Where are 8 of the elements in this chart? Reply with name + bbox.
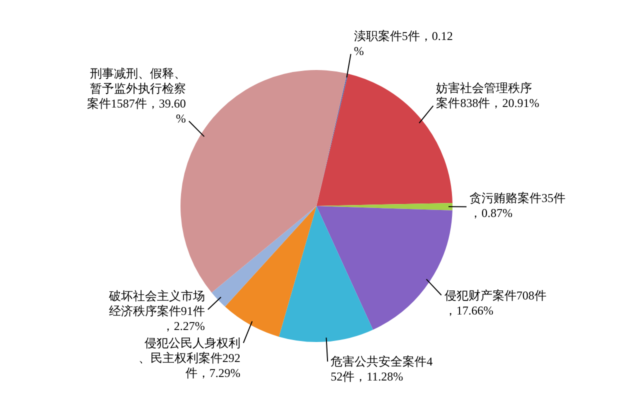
slice-label: 贪污贿赂案件35件，0.87% [470,190,566,220]
slice-label: 刑事减刑、假释、暂予监外执行检察案件1587件，39.60% [86,66,186,126]
slice-label: 危害公共安全案件452件，11.28% [330,354,433,384]
slice-label: 侵犯财产案件708件，17.66% [444,288,546,318]
slice-label: 侵犯公民人身权利、民主权利案件292件，7.29% [138,336,240,380]
slice-label: 妨害社会管理秩序案件838件，20.91% [436,80,540,110]
slice-label: 破坏社会主义市场经济秩序案件91件，2.27% [108,289,205,334]
slice-label: 渎职案件5件，0.12% [354,29,453,58]
